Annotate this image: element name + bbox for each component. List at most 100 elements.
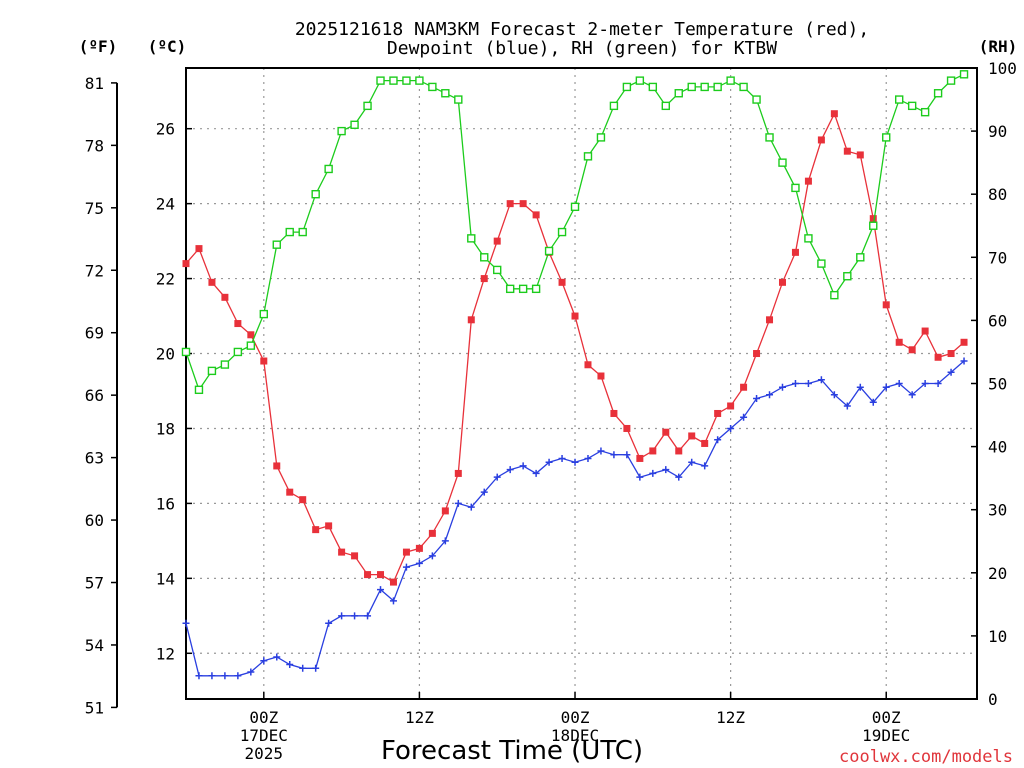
rh-point-52 — [856, 253, 865, 262]
dewpoint-point-13 — [351, 612, 359, 620]
temperature-point-18 — [415, 544, 423, 552]
rh-point-2 — [207, 366, 217, 376]
dewpoint-point-35 — [636, 473, 644, 481]
dewpoint-point-29 — [558, 454, 566, 462]
temperature-point-33 — [610, 409, 618, 417]
dewpoint-point-36 — [649, 469, 657, 477]
dewpoint-point-50 — [830, 391, 838, 399]
x-tick-label-3-0: 12Z — [716, 708, 745, 727]
dewpoint-point-43 — [740, 413, 748, 421]
dewpoint-point-14 — [364, 612, 372, 620]
dewpoint-point-16 — [389, 597, 397, 605]
temperature-point-24 — [493, 237, 501, 245]
temperature-point-54 — [882, 301, 890, 309]
rh-tick-label-7: 70 — [988, 248, 1007, 267]
rh-axis: 0 10 20 30 40 50 60 70 80 90 100 — [971, 59, 1017, 709]
dewpoint-point-4 — [234, 672, 242, 680]
dewpoint-point-28 — [545, 458, 553, 466]
rh-point-60 — [959, 70, 969, 79]
dewpoint-point-40 — [701, 462, 709, 470]
rh-point-39 — [687, 82, 696, 92]
rh-point-5 — [246, 341, 256, 350]
dewpoint-point-57 — [921, 380, 929, 387]
x-tick-label-2-1: 18DEC — [551, 726, 599, 745]
rh-point-55 — [894, 95, 904, 104]
temperature-point-25 — [506, 200, 514, 208]
rh-point-41 — [713, 82, 722, 92]
temperature-point-14 — [364, 571, 372, 579]
dewpoint-point-32 — [597, 447, 605, 455]
dewpoint-point-12 — [338, 612, 346, 620]
rh-point-24 — [493, 265, 502, 275]
temperature-point-10 — [312, 526, 320, 534]
rh-point-17 — [402, 76, 411, 85]
rh-tick-label-3: 30 — [988, 501, 1007, 520]
dewpoint-point-46 — [778, 383, 786, 391]
fahrenheit-tick-label-4: 63 — [85, 449, 104, 468]
dewpoint-point-23 — [480, 488, 488, 496]
celsius-tick-label-2: 16 — [156, 494, 175, 513]
dewpoint-point-1 — [195, 672, 203, 680]
rh-tick-label-9: 90 — [988, 122, 1007, 141]
dewpoint-point-44 — [753, 394, 761, 402]
celsius-tick-label-6: 24 — [156, 195, 175, 214]
rh-point-8 — [285, 227, 294, 237]
dewpoint-point-22 — [467, 503, 475, 511]
dewpoint-point-55 — [895, 380, 903, 387]
rh-point-15 — [376, 76, 385, 85]
celsius-tick-label-1: 14 — [156, 569, 175, 588]
rh-point-34 — [622, 82, 632, 92]
rh-point-19 — [428, 82, 437, 92]
temperature-point-17 — [402, 548, 410, 556]
dewpoint-point-45 — [766, 391, 774, 399]
rh-point-40 — [700, 82, 709, 92]
dewpoint-point-18 — [415, 559, 423, 567]
rh-point-49 — [817, 259, 826, 268]
dewpoint-point-24 — [493, 473, 501, 481]
temperature-point-7 — [273, 462, 281, 470]
dewpoint-point-60 — [960, 357, 968, 365]
temperature-point-36 — [649, 447, 657, 455]
axes — [116, 67, 978, 708]
rh-point-46 — [778, 158, 787, 167]
rh-point-56 — [907, 101, 917, 111]
dewpoint-point-47 — [791, 380, 799, 387]
rh-point-14 — [363, 101, 372, 111]
temperature-point-1 — [195, 245, 203, 253]
credit-text: coolwx.com/models — [839, 747, 1013, 767]
rh-point-20 — [441, 89, 450, 98]
dewpoint-point-33 — [610, 451, 618, 459]
temperature-point-15 — [377, 571, 385, 579]
fahrenheit-tick-label-3: 60 — [85, 511, 104, 530]
temperature-point-52 — [856, 151, 864, 159]
celsius-tick-label-7: 26 — [156, 120, 175, 139]
temperature-point-11 — [325, 522, 333, 530]
celsius-axis: 12 14 16 18 20 22 24 26 — [156, 120, 192, 663]
fahrenheit-tick-label-7: 72 — [85, 261, 104, 280]
rh-point-51 — [843, 272, 852, 281]
rh-unit-label: (RH) — [979, 37, 1018, 56]
rh-point-33 — [609, 101, 619, 111]
temperature-point-23 — [480, 275, 488, 283]
rh-point-29 — [557, 227, 567, 237]
dewpoint-point-19 — [428, 552, 436, 560]
rh-point-58 — [933, 89, 943, 98]
dewpoint-point-27 — [532, 469, 540, 477]
temperature-point-21 — [454, 469, 462, 477]
dewpoint-point-30 — [571, 458, 579, 466]
temperature-point-27 — [532, 211, 540, 219]
rh-tick-label-4: 40 — [988, 438, 1007, 457]
rh-point-7 — [272, 240, 281, 249]
temperature-point-50 — [830, 110, 838, 118]
fahrenheit-unit-label: (ºF) — [79, 37, 118, 56]
rh-point-42 — [726, 76, 735, 85]
rh-point-45 — [765, 133, 774, 142]
rh-tick-label-1: 10 — [988, 627, 1007, 646]
temperature-point-51 — [843, 147, 851, 155]
x-tick-label-4-1: 19DEC — [862, 726, 910, 745]
temperature-point-46 — [778, 278, 786, 286]
x-tick-label-0-1: 17DEC — [240, 726, 288, 745]
rh-point-53 — [869, 221, 878, 230]
rh-point-37 — [661, 101, 670, 111]
